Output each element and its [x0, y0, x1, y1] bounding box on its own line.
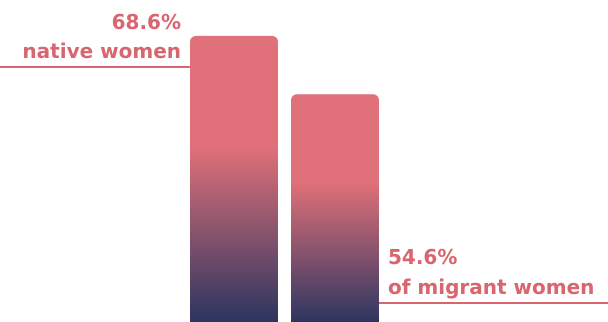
value-label-native: 68.6% [112, 10, 181, 34]
value-label-migrant: 54.6% [388, 245, 457, 269]
bar-1 [291, 94, 379, 322]
category-label-native: native women [22, 39, 181, 63]
bar-0 [190, 35, 278, 322]
category-label-migrant: of migrant women [388, 275, 594, 299]
